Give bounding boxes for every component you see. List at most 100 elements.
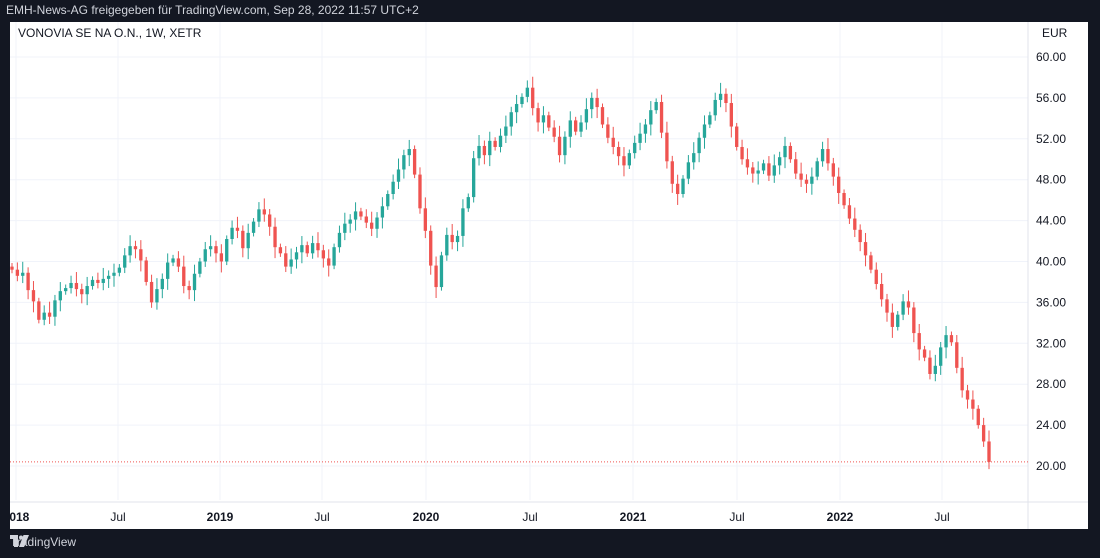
candle-body [235, 227, 240, 231]
candle-body [230, 227, 234, 240]
candle-body [450, 234, 454, 243]
candle-body [117, 267, 122, 273]
candle-body [316, 243, 320, 251]
candle-body [735, 126, 739, 147]
candle-body [375, 217, 379, 229]
candle-body [751, 167, 755, 174]
candle-body [976, 408, 980, 426]
candle-body [831, 163, 835, 177]
candle-body [214, 246, 218, 254]
chart-panel[interactable]: 60.00 56.00 52.00 48.00 44.00 40.00 36.00 32.00… [10, 22, 1088, 529]
candle-body [47, 312, 52, 317]
candle-body [799, 173, 803, 180]
candle-body [708, 115, 712, 125]
candle-body [869, 255, 873, 270]
candle-body [718, 93, 723, 100]
candle-body [241, 230, 245, 249]
candle-body [53, 300, 57, 317]
candle-body [611, 137, 615, 147]
y-tick-label: 32.00 [1036, 336, 1066, 350]
chart-title: VONOVIA SE NA O.N., 1W, XETR [18, 26, 202, 40]
candle-body [262, 209, 266, 215]
candle-body [284, 253, 288, 267]
candle-body [90, 279, 95, 287]
candle-body [171, 258, 175, 263]
chart-caption: EMH-News-AG freigegeben für TradingView.… [6, 3, 419, 17]
candle-body [885, 299, 889, 313]
candle-body [740, 146, 744, 160]
candle-body [353, 211, 358, 220]
candle-body [810, 176, 814, 184]
candle-body [343, 223, 347, 233]
candle-body [536, 108, 540, 123]
candle-body [724, 93, 728, 104]
candle-body [541, 115, 546, 123]
x-tick-label: Jul [522, 510, 537, 524]
candle-body [407, 149, 411, 156]
candle-body [579, 122, 583, 132]
candle-body [144, 260, 148, 282]
y-tick-label: 44.00 [1036, 214, 1066, 228]
currency-label: EUR [1042, 26, 1068, 40]
candle-body [826, 149, 830, 164]
candle-body [616, 146, 621, 157]
candle-body [461, 208, 465, 236]
candle-body [659, 101, 664, 133]
candle-body [498, 135, 503, 147]
candle-body [477, 145, 481, 159]
candle-body [112, 272, 116, 276]
candle-body [633, 142, 637, 154]
candle-body [203, 249, 207, 262]
candle-body [922, 349, 927, 358]
candle-body [804, 179, 809, 184]
candle-body [10, 266, 14, 270]
candle-body [960, 367, 964, 391]
candle-body [391, 181, 395, 195]
candle-body [273, 226, 277, 248]
candle-body [455, 235, 460, 243]
candle-body [289, 259, 293, 267]
candle-body [643, 124, 648, 134]
candle-body [509, 112, 513, 127]
candlestick-chart[interactable]: 60.00 56.00 52.00 48.00 44.00 40.00 36.00 32.00… [10, 22, 1088, 529]
candle-body [874, 269, 878, 284]
candle-body [327, 258, 331, 266]
candle-body [310, 243, 315, 254]
candle-body [557, 136, 562, 156]
candle-body [901, 301, 905, 315]
candle-body [305, 245, 309, 254]
y-tick-label: 24.00 [1036, 418, 1066, 432]
candle-body [402, 155, 406, 170]
candle-body [525, 87, 530, 97]
candle-body [493, 140, 497, 147]
candle-body [294, 252, 299, 260]
candle-body [675, 183, 680, 195]
candle-body [182, 266, 186, 287]
candle-body [187, 286, 191, 291]
candle-body [332, 247, 336, 266]
candle-body [853, 218, 857, 230]
candle-body [471, 158, 476, 198]
candle-body [906, 301, 911, 308]
y-tick-label: 20.00 [1036, 459, 1066, 473]
candle-body [42, 312, 46, 320]
candle-body [514, 104, 519, 113]
candle-body [257, 209, 261, 222]
candle-body [552, 127, 556, 137]
candle-body [863, 242, 868, 256]
candle-body [321, 250, 326, 259]
candle-body [627, 153, 631, 166]
candle-body [665, 132, 669, 162]
candle-body [686, 162, 691, 179]
candle-body [584, 109, 589, 123]
candle-body [251, 221, 256, 233]
x-tick-label: Jul [729, 510, 744, 524]
candle-body [396, 169, 401, 182]
candle-body [788, 145, 793, 160]
candle-body [777, 157, 782, 166]
candle-body [219, 253, 224, 262]
candle-body [37, 301, 41, 320]
y-tick-label: 56.00 [1036, 91, 1066, 105]
candle-body [418, 174, 422, 209]
candle-body [756, 170, 760, 174]
